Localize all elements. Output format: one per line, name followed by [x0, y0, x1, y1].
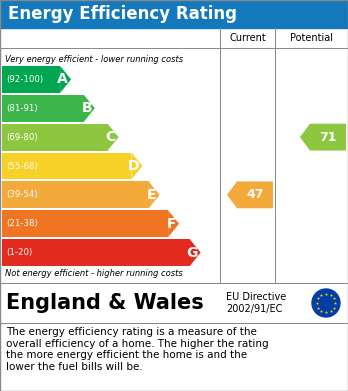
- Text: (55-68): (55-68): [6, 161, 38, 170]
- Text: Potential: Potential: [290, 33, 333, 43]
- Polygon shape: [108, 124, 119, 151]
- Polygon shape: [149, 181, 160, 208]
- Text: F: F: [167, 217, 176, 231]
- Circle shape: [312, 289, 340, 317]
- Bar: [0, 0, 348, 28]
- Text: Very energy efficient - lower running costs: Very energy efficient - lower running co…: [5, 54, 183, 63]
- Bar: [2, 95, 84, 122]
- Polygon shape: [132, 152, 142, 179]
- Text: 71: 71: [319, 131, 337, 143]
- Polygon shape: [227, 181, 273, 208]
- Text: Current: Current: [229, 33, 266, 43]
- Text: B: B: [81, 101, 92, 115]
- Text: E: E: [147, 188, 157, 202]
- Bar: [2, 66, 60, 93]
- Text: Energy Efficiency Rating: Energy Efficiency Rating: [8, 5, 237, 23]
- Text: (92-100): (92-100): [6, 75, 43, 84]
- Text: (1-20): (1-20): [6, 248, 32, 257]
- Polygon shape: [168, 210, 179, 237]
- Text: G: G: [186, 246, 198, 260]
- Bar: [0, 283, 348, 323]
- Text: (21-38): (21-38): [6, 219, 38, 228]
- Text: D: D: [128, 159, 140, 173]
- Text: (81-91): (81-91): [6, 104, 38, 113]
- Text: Not energy efficient - higher running costs: Not energy efficient - higher running co…: [5, 269, 183, 278]
- Polygon shape: [300, 124, 346, 151]
- Polygon shape: [60, 66, 71, 93]
- Polygon shape: [190, 239, 201, 266]
- Text: C: C: [105, 130, 116, 144]
- Text: (39-54): (39-54): [6, 190, 38, 199]
- Text: A: A: [57, 72, 68, 86]
- Text: EU Directive
2002/91/EC: EU Directive 2002/91/EC: [226, 292, 286, 314]
- Bar: [2, 152, 132, 179]
- Bar: [2, 239, 190, 266]
- Text: The energy efficiency rating is a measure of the
overall efficiency of a home. T: The energy efficiency rating is a measur…: [6, 327, 269, 372]
- Bar: [2, 210, 168, 237]
- Bar: [2, 124, 108, 151]
- Text: England & Wales: England & Wales: [6, 293, 204, 313]
- Text: 47: 47: [246, 188, 264, 201]
- Bar: [0, 28, 348, 283]
- Polygon shape: [84, 95, 95, 122]
- Text: (69-80): (69-80): [6, 133, 38, 142]
- Bar: [2, 181, 149, 208]
